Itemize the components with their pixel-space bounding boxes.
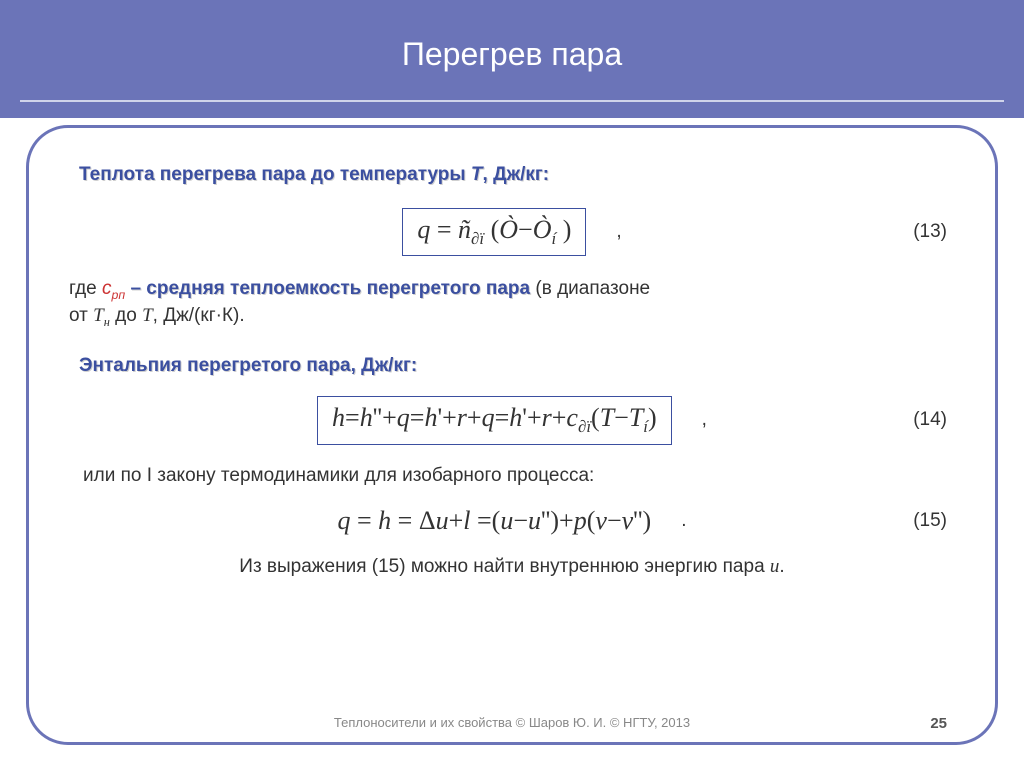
conclusion-var: u xyxy=(770,556,780,577)
slide-title: Перегрев пара xyxy=(0,36,1024,73)
where-text-c: (в диапазоне xyxy=(535,278,650,299)
equation-15-dot: . xyxy=(681,510,686,532)
equation-13-number: (13) xyxy=(913,221,947,243)
where2-var: Tн xyxy=(93,305,110,326)
or-text: или по I закону термодинамики для изобар… xyxy=(83,463,955,489)
equation-14-row: h=h''+q=h'+r+q=h'+r+c∂ï(T−Tí) , (14) xyxy=(69,396,955,444)
equation-14-number: (14) xyxy=(913,409,947,431)
conclusion-b: . xyxy=(779,556,784,577)
header-underline xyxy=(20,100,1004,102)
footer-text: Теплоносители и их свойства © Шаров Ю. И… xyxy=(29,715,995,730)
where2-a: от xyxy=(69,305,93,326)
where2-b: до xyxy=(110,305,142,326)
equation-15: q=h=Δu+l=(u−u'')+p(v−v'') xyxy=(338,506,652,536)
where2-c: , Дж/(кг·К). xyxy=(153,305,245,326)
where-line-2: от Tн до T, Дж/(кг·К). xyxy=(69,303,955,330)
equation-14-comma: , xyxy=(702,409,707,431)
equation-14: h=h''+q=h'+r+q=h'+r+c∂ï(T−Tí) xyxy=(317,396,672,444)
content-frame: Теплота перегрева пара до температуры T,… xyxy=(26,125,998,745)
where2-var2: T xyxy=(142,305,153,326)
equation-15-number: (15) xyxy=(913,510,947,532)
equation-13: q=ñ∂ï(Ò−Òí) xyxy=(402,208,586,256)
where-text-a: где xyxy=(69,278,102,299)
conclusion-a: Из выражения (15) можно найти внутреннюю… xyxy=(239,556,770,577)
where-var: cрп xyxy=(102,278,125,299)
intro-1-var: T xyxy=(471,164,483,185)
intro-2: Энтальпия перегретого пара, Дж/кг: xyxy=(79,353,955,379)
conclusion: Из выражения (15) можно найти внутреннюю… xyxy=(69,554,955,580)
equation-13-comma: , xyxy=(616,221,621,243)
equation-15-row: q=h=Δu+l=(u−u'')+p(v−v'') . (15) xyxy=(69,506,955,536)
intro-1-text: Теплота перегрева пара до температуры xyxy=(79,164,471,185)
intro-1: Теплота перегрева пара до температуры T,… xyxy=(79,162,955,188)
where-line-1: где cрп – средняя теплоемкость перегрето… xyxy=(69,276,955,303)
equation-13-row: q=ñ∂ï(Ò−Òí) , (13) xyxy=(69,208,955,256)
page-number: 25 xyxy=(930,715,947,732)
intro-1-tail: , Дж/кг: xyxy=(483,164,550,185)
where-text-b: – средняя теплоемкость перегретого пара xyxy=(125,278,535,299)
